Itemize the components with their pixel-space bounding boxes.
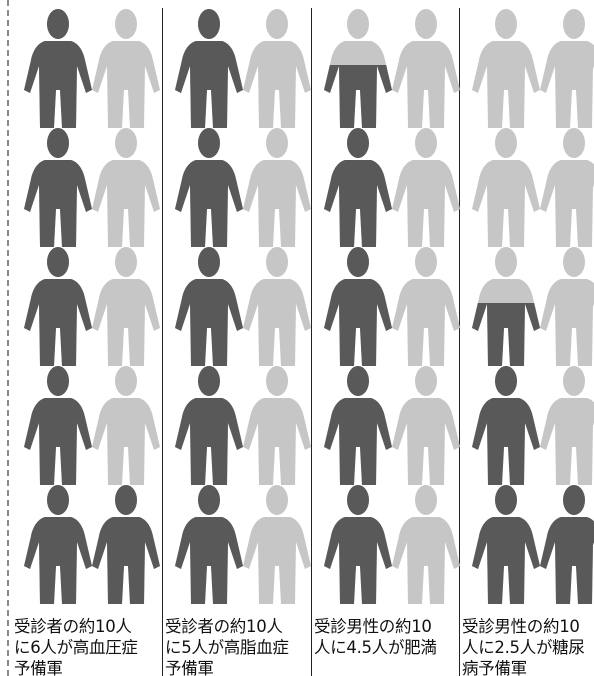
- caption-hypertension: 受診者の約10人 に6人が高血圧症 予備軍: [14, 616, 164, 676]
- person-icon: [24, 246, 92, 366]
- person-icon: [392, 365, 460, 485]
- person-icon: [24, 484, 92, 604]
- person-icon: [243, 246, 311, 366]
- person-icon: [175, 127, 243, 247]
- person-icon: [540, 8, 594, 128]
- person-icon: [243, 127, 311, 247]
- person-icon: [540, 365, 594, 485]
- caption-line: 受診者の約10人: [14, 617, 132, 636]
- person-icon: [92, 8, 160, 128]
- caption-line: に5人が高脂血症: [165, 638, 289, 657]
- dashed-margin-line: [7, 0, 9, 676]
- person-icon: [540, 484, 594, 604]
- caption-line: 受診者の約10人: [165, 617, 283, 636]
- caption-line: 受診男性の約10: [314, 617, 432, 636]
- person-icon: [472, 365, 540, 485]
- person-icon: [324, 8, 392, 128]
- column-hyperlipidemia: 受診者の約10人 に5人が高脂血症 予備軍: [165, 0, 315, 676]
- person-icon: [324, 484, 392, 604]
- person-icon: [324, 127, 392, 247]
- caption-line: 人に2.5人が糖尿: [462, 638, 585, 657]
- person-icon: [472, 127, 540, 247]
- column-divider: [162, 8, 163, 676]
- person-icon: [324, 365, 392, 485]
- caption-line: 人に4.5人が肥満: [314, 638, 437, 657]
- caption-line: 予備軍: [14, 659, 63, 676]
- caption-hyperlipidemia: 受診者の約10人 に5人が高脂血症 予備軍: [165, 616, 315, 676]
- column-divider: [311, 8, 312, 676]
- person-icon: [24, 127, 92, 247]
- person-icon: [24, 8, 92, 128]
- caption-line: 受診男性の約10: [462, 617, 580, 636]
- person-icon: [392, 127, 460, 247]
- person-icon: [24, 365, 92, 485]
- person-icon: [324, 246, 392, 366]
- person-icon: [175, 246, 243, 366]
- person-icon: [92, 246, 160, 366]
- caption-line: 病予備軍: [462, 659, 527, 676]
- person-icon: [92, 365, 160, 485]
- person-icon: [472, 246, 540, 366]
- caption-line: に6人が高血圧症: [14, 638, 138, 657]
- column-hypertension: 受診者の約10人 に6人が高血圧症 予備軍: [14, 0, 164, 676]
- person-icon: [243, 484, 311, 604]
- person-icon: [392, 484, 460, 604]
- person-icon: [540, 246, 594, 366]
- caption-obesity: 受診男性の約10 人に4.5人が肥満: [314, 616, 464, 676]
- person-icon: [92, 127, 160, 247]
- column-divider: [459, 8, 460, 676]
- person-icon: [92, 484, 160, 604]
- column-diabetes: 受診男性の約10 人に2.5人が糖尿 病予備軍: [462, 0, 594, 676]
- person-icon: [243, 365, 311, 485]
- person-icon: [175, 484, 243, 604]
- person-icon: [540, 127, 594, 247]
- person-icon: [392, 8, 460, 128]
- column-obesity: 受診男性の約10 人に4.5人が肥満: [314, 0, 464, 676]
- person-icon: [175, 8, 243, 128]
- person-icon: [472, 484, 540, 604]
- person-icon: [472, 8, 540, 128]
- person-icon: [243, 8, 311, 128]
- caption-diabetes: 受診男性の約10 人に2.5人が糖尿 病予備軍: [462, 616, 594, 676]
- person-icon: [175, 365, 243, 485]
- caption-line: 予備軍: [165, 659, 214, 676]
- person-icon: [392, 246, 460, 366]
